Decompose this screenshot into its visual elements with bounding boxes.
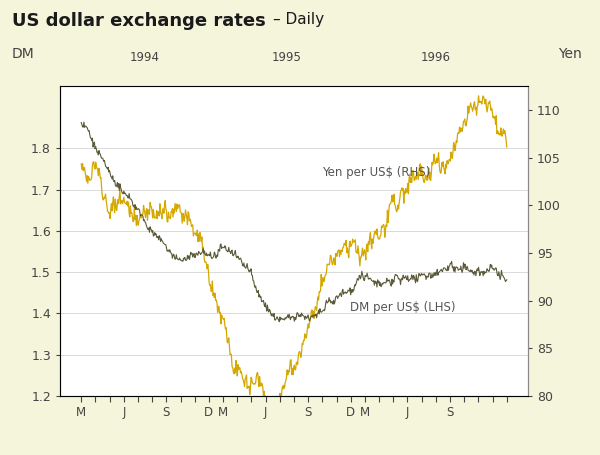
Text: Yen: Yen [558,47,582,61]
Text: 1995: 1995 [272,51,302,64]
Text: 1996: 1996 [421,51,451,64]
Text: – Daily: – Daily [273,12,324,27]
Text: DM: DM [12,47,35,61]
Text: 1994: 1994 [130,51,160,64]
Text: DM per US$ (LHS): DM per US$ (LHS) [350,301,455,313]
Text: US dollar exchange rates: US dollar exchange rates [12,12,266,30]
Text: Yen per US$ (RHS): Yen per US$ (RHS) [322,166,431,179]
